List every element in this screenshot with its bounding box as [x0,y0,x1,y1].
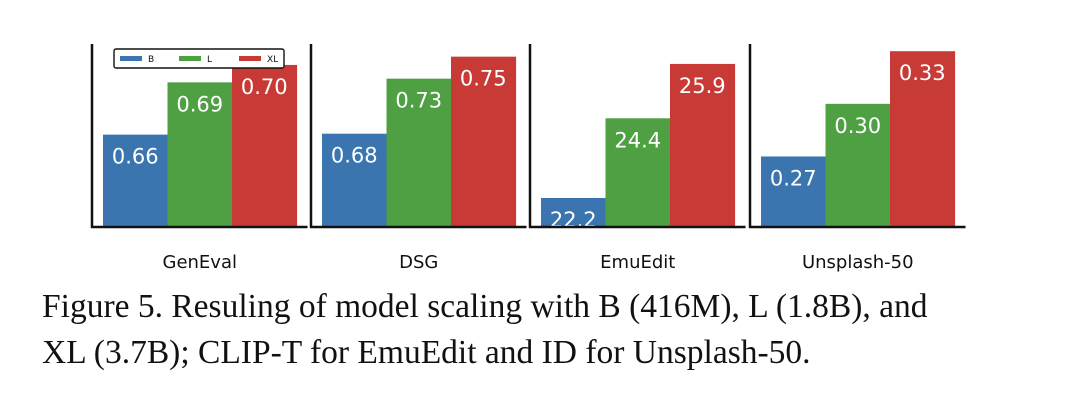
figure-caption: Figure 5. Resuling of model scaling with… [42,284,1052,376]
category-label: DSG [399,252,438,273]
bar-value-label: 25.9 [679,74,726,98]
legend-swatch-b [120,56,142,61]
legend-label-xl: XL [267,55,278,65]
panel-dsg: 0.68 0.73 0.75 DSG [309,44,527,273]
bar-value-label: 0.27 [770,166,817,190]
bar-geneval-l [167,82,233,227]
bar-dsg-b [322,133,388,227]
legend-swatch-l [179,56,201,61]
bar-value-label: 0.69 [176,92,223,116]
bar-unsplash-50-b [761,156,827,227]
bar-dsg-xl [451,56,517,227]
legend: B L XL [113,48,285,69]
bar-value-label: 0.33 [899,61,946,85]
bar-value-label: 22.2 [550,208,597,232]
bar-value-label: 0.70 [241,75,288,99]
bar-value-label: 0.73 [395,89,442,113]
legend-swatch-xl [239,56,261,61]
category-label: Unsplash-50 [802,252,914,273]
bar-dsg-l [386,78,452,227]
bar-value-label: 0.68 [331,144,378,168]
panel-geneval: 0.66 0.69 0.70 GenEval [90,44,308,273]
bar-value-label: 0.75 [460,67,507,91]
bar-emuedit-l [605,118,671,227]
model-scaling-bar-chart: 0.66 0.69 0.70 GenEval 0.68 0.73 0.75 DSG 22.2 24… [90,44,966,273]
panel-unsplash-50: 0.27 0.30 0.33 Unsplash-50 [748,44,966,273]
bar-emuedit-b [541,198,607,227]
panel-emuedit: 22.2 24.4 25.9 EmuEdit [528,44,746,273]
bar-emuedit-xl [670,63,736,227]
category-label: GenEval [163,252,238,273]
bar-geneval-b [103,134,169,227]
legend-label-l: L [207,55,212,65]
bar-geneval-xl [232,64,298,228]
legend-label-b: B [148,55,154,65]
caption-line-1: Figure 5. Resuling of model scaling with… [42,288,928,325]
bar-unsplash-50-xl [890,51,956,228]
category-label: EmuEdit [600,252,675,273]
caption-line-2: XL (3.7B); CLIP-T for EmuEdit and ID for… [42,334,811,371]
bar-unsplash-50-l [825,103,891,227]
bar-value-label: 24.4 [614,128,661,152]
bar-value-label: 0.66 [112,145,159,169]
bar-value-label: 0.30 [834,114,881,138]
